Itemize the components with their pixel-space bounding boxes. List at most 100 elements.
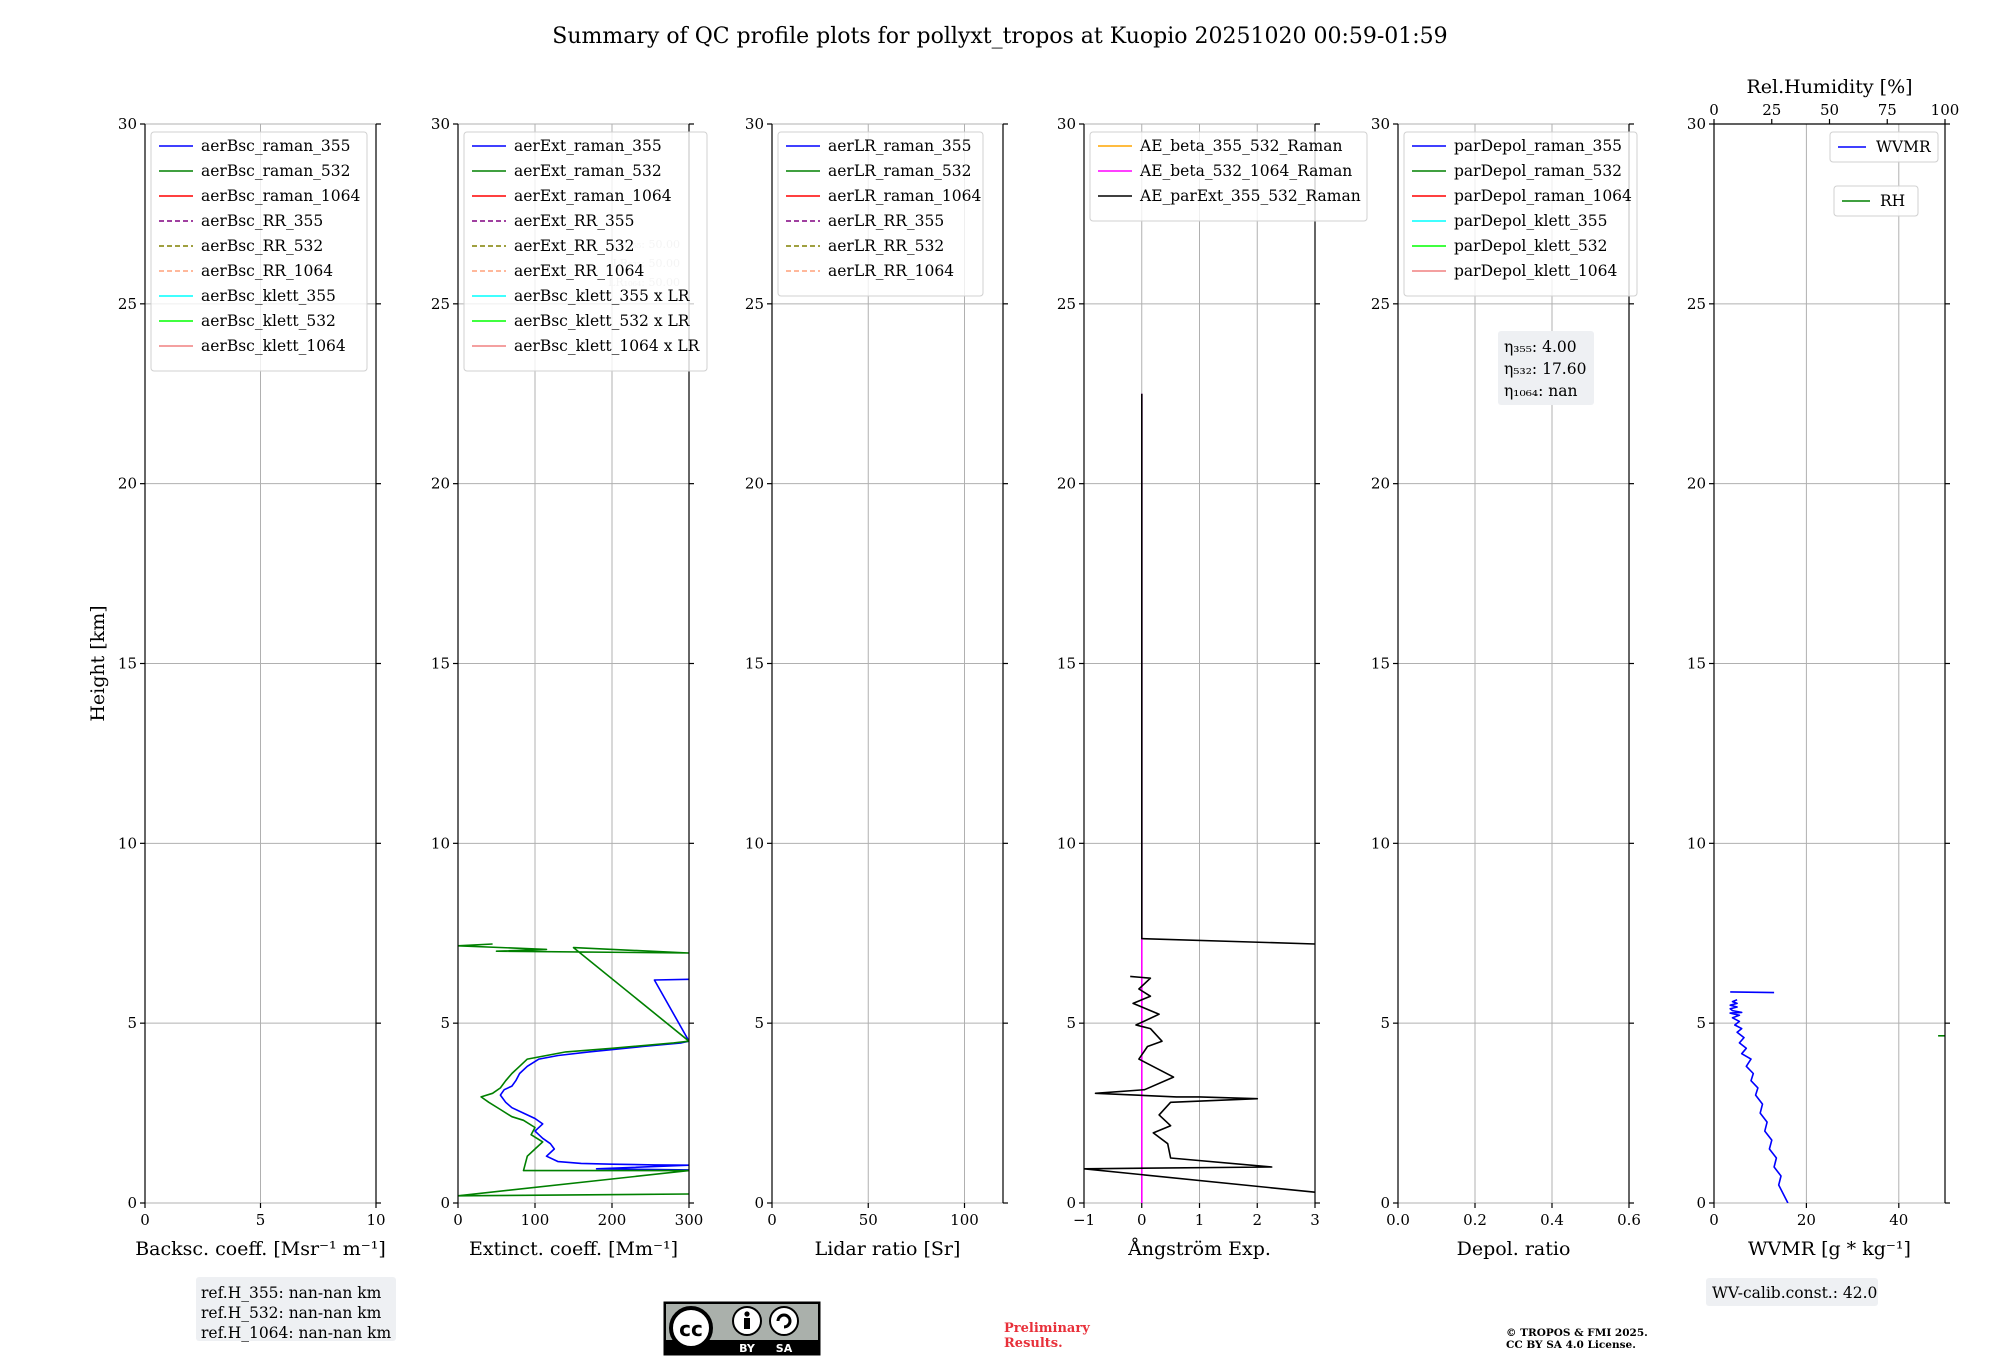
panel-depolarization: 0 5 10 15 20 25 30 0.0 0.2 0.4 0.6 Depol. ratio parD… [1371,115,1641,1260]
eta-box [1498,331,1594,405]
ytick-label: 0 [1380,1194,1390,1212]
xtick-label: 5 [256,1211,266,1229]
cc-logo-text: cc [679,1317,703,1341]
series-line-WVMR [1729,999,1789,1203]
top-tick-label: 75 [1878,101,1897,119]
legend-entry: aerLR_RR_532 [828,237,944,255]
legend-entry: aerExt_raman_532 [514,162,662,180]
legend-entry: AE_beta_355_532_Raman [1139,137,1342,155]
xtick-label: 40 [1889,1211,1908,1229]
legend-entry: AE_parExt_355_532_Raman [1139,187,1361,205]
series-group [458,943,689,1197]
panel-lidar_ratio: 0 5 10 15 20 25 30 0 50 100 Lidar ratio [Sr] aerLR_… [745,115,1008,1260]
xtick-label: 20 [1797,1211,1816,1229]
ytick-label: 15 [1057,655,1076,673]
ytick-label: 25 [1687,295,1706,313]
ytick-label: 30 [1687,115,1706,133]
legend-entry: aerBsc_raman_1064 [201,187,361,205]
series-line-AE_parExt_355_532_Raman [1141,393,1315,945]
xtick-label: 10 [366,1211,385,1229]
xtick-label: 200 [598,1211,627,1229]
series-line-WVMR_top [1730,991,1775,994]
ytick-label: 5 [1066,1014,1076,1032]
xtick-label: 0 [453,1211,463,1229]
ytick-label: 25 [1371,295,1390,313]
ytick-label: 25 [1057,295,1076,313]
legend-entry: parDepol_klett_532 [1454,237,1607,255]
ytick-label: 5 [440,1014,450,1032]
ytick-label: 10 [1371,834,1390,852]
eta-value: η₁₀₆₄: nan [1504,382,1578,400]
panel-backscatter: 0 5 10 15 20 25 30 0 5 10 Backsc. coeff. [Msr⁻¹ m⁻… [87,115,386,1260]
legend-entry: aerBsc_raman_532 [201,162,351,180]
ytick-label: 0 [754,1194,764,1212]
series-group [1084,393,1315,1203]
legend-entry: aerBsc_klett_532 x LR [514,312,691,330]
legend-box [777,131,984,297]
series-line-aerExt_raman_532 [458,943,689,1197]
xtick-label: 0 [1709,1211,1719,1229]
figure-title: Summary of QC profile plots for pollyxt_… [552,24,1447,49]
preliminary-label-1: Preliminary [1004,1321,1090,1336]
top-tick-label: 25 [1762,101,1781,119]
xtick-label: 2 [1252,1211,1262,1229]
legend-entry: parDepol_klett_1064 [1454,262,1617,280]
ytick-label: 30 [745,115,764,133]
legend-entry: aerLR_RR_1064 [828,262,954,280]
legend-box [1833,185,1919,217]
ytick-label: 30 [118,115,137,133]
ytick-label: 30 [1057,115,1076,133]
legend-entry: aerBsc_RR_1064 [201,262,333,280]
top-tick-label: 0 [1709,101,1719,119]
wv-calib-box [1706,1278,1878,1306]
ytick-label: 5 [1696,1014,1706,1032]
ytick-label: 25 [745,295,764,313]
legend-entry: parDepol_raman_355 [1454,137,1622,155]
ytick-label: 0 [1696,1194,1706,1212]
legend-entry: RH [1880,192,1905,210]
ytick-label: 5 [1380,1014,1390,1032]
legend-entry: aerLR_raman_532 [828,162,971,180]
legend-entry: aerBsc_raman_355 [201,137,351,155]
ytick-label: 15 [1687,655,1706,673]
legend-entry: WVMR [1876,138,1932,156]
ytick-label: 30 [1371,115,1390,133]
ref-height-532: ref.H_532: nan-nan km [201,1304,382,1322]
xtick-label: 100 [521,1211,550,1229]
ref-height-1064: ref.H_1064: nan-nan km [201,1324,392,1342]
x-axis-label: Backsc. coeff. [Msr⁻¹ m⁻¹] [135,1238,386,1260]
legend-entry: aerBsc_klett_1064 x LR [514,337,701,355]
series-line-AE_parExt_355_532_Raman_low [1084,975,1315,1193]
xtick-label: 1 [1195,1211,1205,1229]
xtick-label: 3 [1310,1211,1320,1229]
y-axis-label: Height [km] [87,605,109,721]
preliminary-label-2: Results. [1004,1336,1063,1351]
series-group [1729,991,1945,1203]
legend-entry: aerExt_RR_355 [514,212,635,230]
ytick-label: 15 [745,655,764,673]
x-axis-label: Extinct. coeff. [Mm⁻¹] [469,1238,678,1260]
sa-share-icon [769,1306,799,1336]
cc-by-label: BY [739,1342,756,1355]
legend-box [1403,131,1638,297]
xtick-label: 0 [140,1211,150,1229]
legend-box [463,131,708,372]
copyright-line-1: © TROPOS & FMI 2025. [1506,1327,1648,1339]
legend-entry: parDepol_klett_355 [1454,212,1607,230]
eta-value: η₅₃₂: 17.60 [1504,360,1586,378]
xtick-label: 0.0 [1386,1211,1410,1229]
cc-license-badge: cc BY SA [663,1301,821,1356]
ytick-label: 20 [431,475,450,493]
x-axis-label: Ångström Exp. [1127,1238,1271,1260]
copyright-line-2: CC BY SA 4.0 License. [1506,1339,1636,1351]
xtick-label: 100 [950,1211,979,1229]
legend-entry: aerLR_raman_1064 [828,187,981,205]
ytick-label: 10 [431,834,450,852]
ytick-label: 15 [1371,655,1390,673]
ytick-label: 25 [431,295,450,313]
legend-entry: aerBsc_klett_355 x LR [514,287,691,305]
ref-height-box: ref.H_355: nan-nan km ref.H_532: nan-nan… [196,1277,396,1342]
legend-entry: aerBsc_klett_532 [201,312,336,330]
